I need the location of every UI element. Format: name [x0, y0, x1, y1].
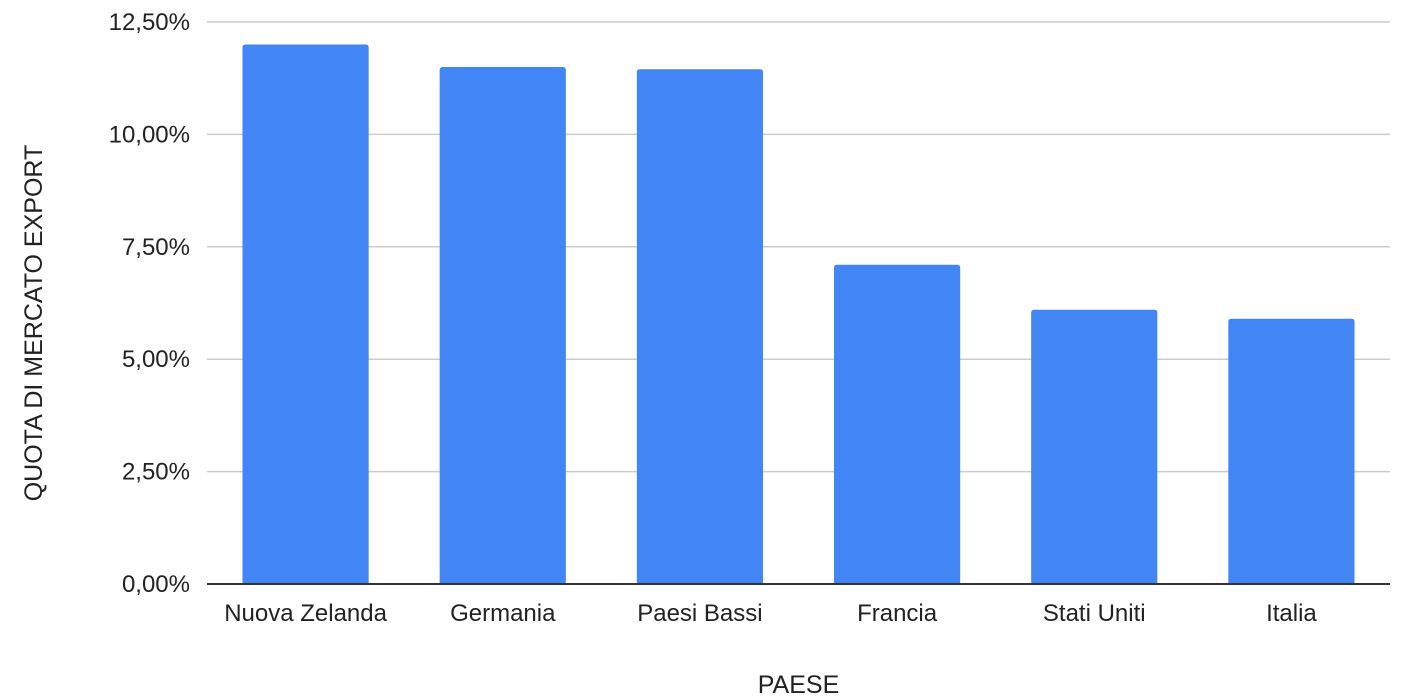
y-tick-labels: 0,00% 2,50% 5,00% 7,50% 10,00% 12,50%: [109, 9, 190, 598]
bar: [1031, 309, 1158, 584]
x-tick-label: Stati Uniti: [1043, 600, 1146, 627]
x-tick-label: Francia: [857, 600, 938, 627]
y-tick-label: 0,00%: [122, 571, 190, 598]
x-tick-label: Paesi Bassi: [637, 600, 762, 627]
bar: [636, 69, 764, 584]
x-tick-labels: Nuova Zelanda Germania Paesi Bassi Francia S…: [224, 600, 1317, 627]
x-tick-label: Nuova Zelanda: [224, 600, 387, 627]
y-tick-label: 2,50%: [122, 459, 190, 486]
bar: [439, 66, 566, 584]
x-tick-label: Germania: [450, 600, 556, 627]
gridlines: [207, 21, 1390, 473]
bars: [242, 44, 1355, 585]
x-tick-label: Italia: [1266, 600, 1317, 627]
y-tick-label: 12,50%: [109, 9, 190, 36]
bar: [242, 44, 369, 585]
bar: [1228, 318, 1355, 584]
y-axis-title: QUOTA DI MERCATO EXPORT: [20, 145, 48, 502]
y-tick-label: 7,50%: [122, 234, 190, 261]
x-axis-title: PAESE: [758, 671, 840, 697]
y-tick-label: 10,00%: [109, 121, 190, 148]
bar: [833, 264, 961, 584]
y-tick-label: 5,00%: [122, 346, 190, 373]
